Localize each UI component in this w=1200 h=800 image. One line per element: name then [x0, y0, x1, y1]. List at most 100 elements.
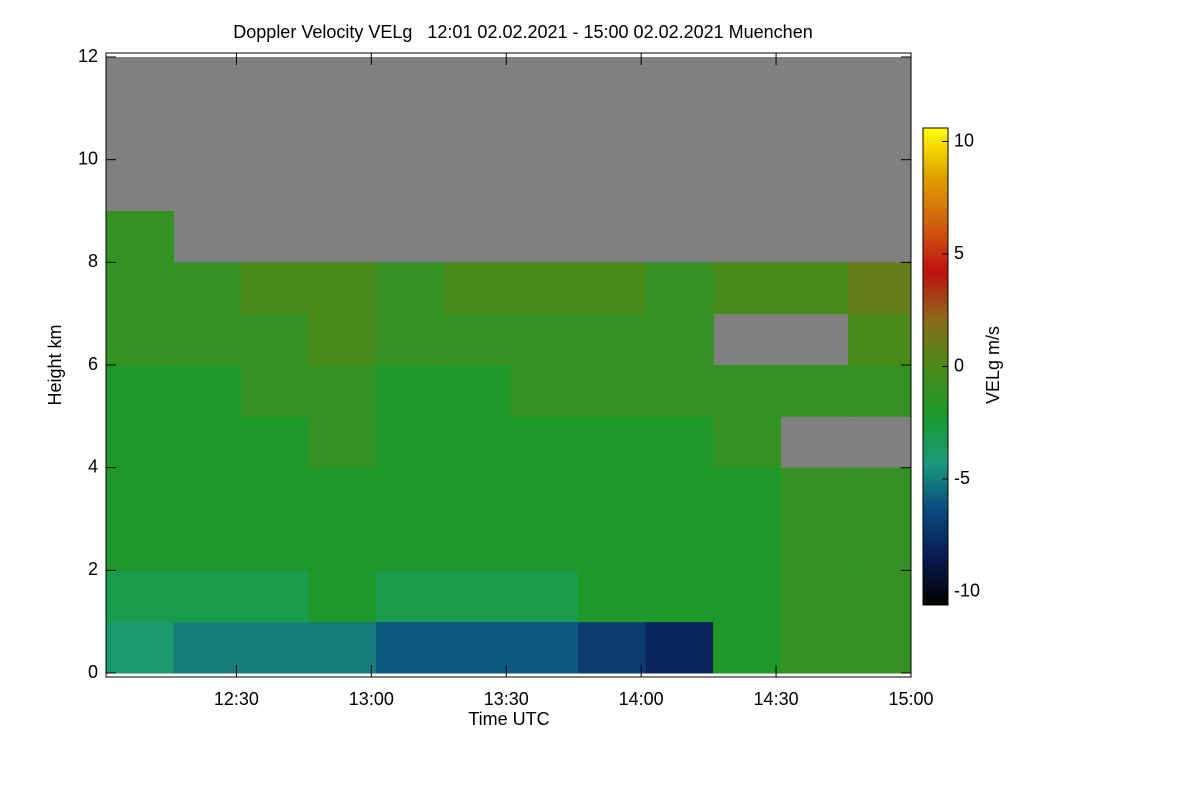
colorbar-swatch: [923, 163, 948, 169]
colorbar-swatch: [923, 505, 948, 511]
colorbar-swatch: [923, 406, 948, 411]
colorbar-swatch: [923, 267, 948, 272]
heatmap-cell: [375, 313, 444, 366]
colorbar-swatch: [923, 517, 948, 523]
colorbar-swatch: [923, 219, 948, 224]
heatmap-cell: [848, 365, 912, 417]
heatmap-cell: [510, 519, 579, 571]
heatmap-cell: [375, 262, 444, 315]
colorbar-swatch: [923, 390, 948, 395]
colorbar-swatch: [923, 557, 948, 562]
y-tick-label: 6: [88, 354, 98, 374]
colorbar-swatch: [923, 461, 948, 467]
colorbar-swatch: [923, 183, 948, 189]
colorbar-swatch: [923, 434, 948, 439]
colorbar-swatch: [923, 330, 948, 336]
colorbar-swatch: [923, 151, 948, 157]
x-axis-label: Time UTC: [468, 709, 549, 729]
colorbar-swatch: [923, 426, 948, 431]
heatmap-cell: [173, 621, 242, 674]
heatmap-cell: [848, 313, 912, 366]
heatmap-cell: [240, 313, 309, 366]
heatmap-cell: [713, 262, 782, 315]
colorbar-swatch: [923, 513, 948, 519]
heatmap-cell: [173, 416, 242, 469]
colorbar-swatch: [923, 374, 948, 379]
colorbar-swatch: [923, 231, 948, 236]
heatmap-cell: [240, 519, 309, 571]
colorbar-swatch: [923, 438, 948, 443]
heatmap-cell: [578, 262, 647, 315]
heatmap-cell: [375, 416, 444, 469]
colorbar-swatch: [923, 418, 948, 423]
colorbar-swatch: [923, 191, 948, 197]
heatmap-cell: [443, 621, 512, 674]
colorbar-swatch: [923, 195, 948, 201]
colorbar-tick-label: 5: [954, 243, 964, 263]
colorbar-swatch: [923, 334, 948, 340]
heatmap-cell: [510, 416, 579, 469]
colorbar-swatch: [923, 171, 948, 177]
heatmap-cell: [780, 262, 849, 315]
colorbar-swatch: [923, 382, 948, 387]
colorbar-swatch: [923, 449, 948, 455]
colorbar-swatch: [923, 394, 948, 399]
colorbar-swatch: [923, 247, 948, 252]
heatmap-cell: [713, 570, 782, 623]
heatmap-cell: [780, 621, 849, 674]
heatmap-cell: [510, 467, 579, 520]
heatmap-cell: [240, 416, 309, 469]
heatmap-cell: [173, 365, 242, 417]
colorbar-swatch: [923, 366, 948, 371]
heatmap-cell: [848, 467, 912, 520]
colorbar-swatch: [923, 235, 948, 240]
x-tick-label: 14:30: [754, 689, 799, 709]
colorbar-swatch: [923, 271, 948, 276]
colorbar-swatch: [923, 342, 948, 348]
colorbar-swatch: [923, 465, 948, 471]
colorbar-swatch: [923, 259, 948, 264]
colorbar-swatch: [923, 283, 948, 288]
colorbar-swatch: [923, 541, 948, 546]
colorbar-tick-label: -10: [954, 580, 980, 600]
heatmap-cell: [510, 313, 579, 366]
heatmap-cell: [443, 416, 512, 469]
heatmap-cell: [106, 416, 174, 469]
heatmap-cell: [443, 365, 512, 417]
colorbar-swatch: [923, 294, 948, 300]
colorbar-tick-label: 0: [954, 355, 964, 375]
heatmap-cell: [240, 467, 309, 520]
heatmap-cell: [713, 467, 782, 520]
heatmap-cell: [308, 570, 377, 623]
colorbar-swatch: [923, 350, 948, 356]
colorbar-swatch: [923, 477, 948, 483]
heatmap-cell: [375, 570, 444, 623]
x-tick-label: 13:30: [484, 689, 529, 709]
colorbar-swatch: [923, 155, 948, 161]
y-tick-label: 12: [78, 46, 98, 66]
heatmap-cell: [106, 467, 174, 520]
heatmap-cell: [240, 262, 309, 315]
colorbar-label: VELg m/s: [983, 326, 1003, 404]
heatmap-cell: [848, 570, 912, 623]
colorbar-swatch: [923, 290, 948, 296]
colorbar-swatch: [923, 525, 948, 530]
heatmap-cell: [106, 570, 174, 623]
colorbar-swatch: [923, 601, 948, 606]
heatmap-cell: [308, 467, 377, 520]
colorbar-swatch: [923, 318, 948, 324]
colorbar-swatch: [923, 398, 948, 403]
heatmap-cell: [375, 467, 444, 520]
colorbar-swatch: [923, 227, 948, 232]
heatmap-cell: [106, 262, 174, 315]
heatmap-cell: [848, 621, 912, 674]
heatmap-cell: [375, 621, 444, 674]
heatmap-cell: [240, 570, 309, 623]
colorbar-swatch: [923, 207, 948, 212]
heatmap-cell: [240, 621, 309, 674]
colorbar-swatch: [923, 581, 948, 586]
heatmap-cell: [645, 570, 714, 623]
colorbar-swatch: [923, 386, 948, 391]
heatmap-cell: [780, 570, 849, 623]
heatmap-cell: [713, 365, 782, 417]
